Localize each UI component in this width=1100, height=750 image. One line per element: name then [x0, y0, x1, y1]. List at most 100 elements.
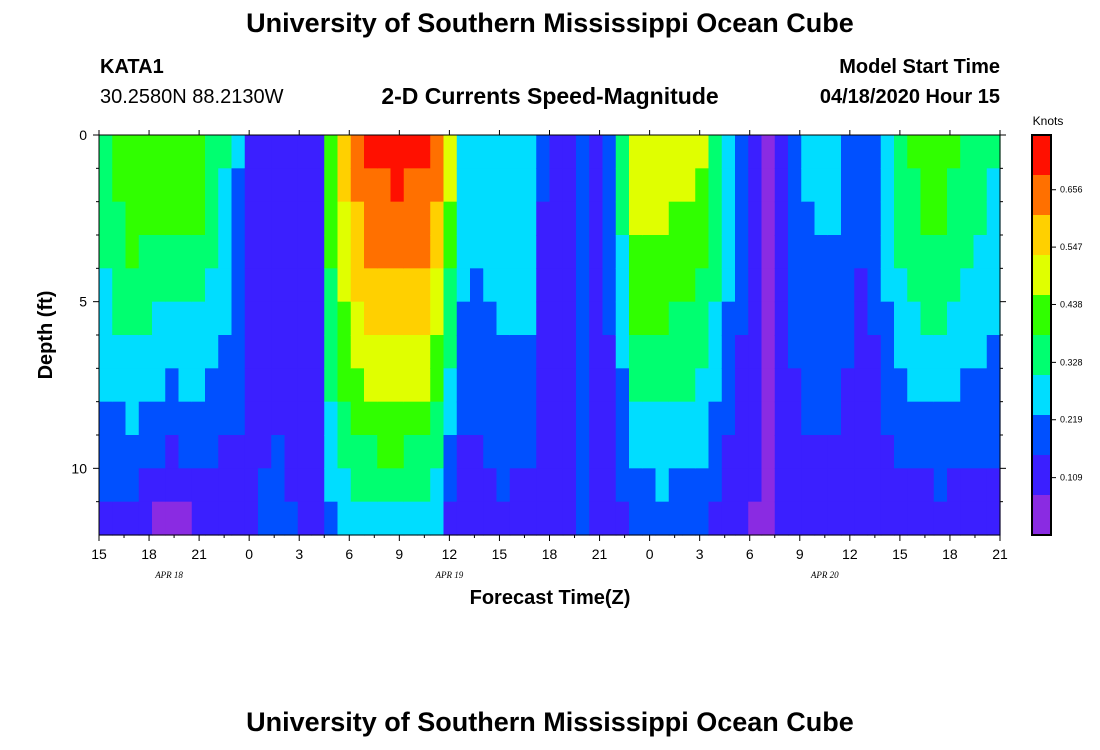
heatmap-cell: [284, 168, 299, 203]
heatmap-cell: [324, 501, 339, 536]
x-tick-label: 15: [892, 546, 908, 562]
heatmap-cell: [403, 401, 418, 436]
heatmap-cell: [483, 335, 498, 369]
heatmap-cell: [337, 501, 352, 536]
heatmap-cell: [165, 435, 180, 469]
heatmap-cell: [576, 335, 590, 369]
heatmap-cell: [430, 435, 445, 469]
date-label: APR 20: [810, 570, 839, 580]
heatmap-cell: [973, 368, 988, 403]
heatmap-cell: [602, 168, 617, 203]
heatmap-cell: [496, 135, 511, 169]
heatmap-cell: [99, 235, 113, 269]
heatmap-cell: [629, 201, 643, 236]
heatmap-cell: [417, 201, 431, 236]
heatmap-cell: [973, 335, 988, 369]
heatmap-cell: [615, 168, 630, 203]
heatmap-cell: [854, 435, 869, 469]
heatmap-cell: [589, 268, 604, 303]
heatmap-cell: [973, 435, 988, 469]
heatmap-cell: [99, 335, 113, 369]
heatmap-cell: [589, 135, 604, 169]
heatmap-cell: [841, 135, 855, 169]
heatmap-cell: [337, 201, 352, 236]
heatmap-cell: [112, 201, 127, 236]
y-axis: 0 5 10: [71, 127, 1006, 503]
heatmap-cell: [258, 501, 272, 536]
heatmap-cell: [191, 168, 206, 203]
heatmap-cell: [788, 335, 802, 369]
heatmap-cell: [880, 301, 895, 336]
heatmap-cell: [854, 401, 869, 436]
heatmap-cell: [629, 468, 643, 503]
heatmap-cell: [814, 168, 829, 203]
heatmap-cell: [880, 435, 895, 469]
heatmap-cell: [125, 435, 140, 469]
heatmap-cell: [165, 168, 180, 203]
heatmap-cell: [231, 501, 246, 536]
heatmap-cell: [907, 435, 922, 469]
heatmap-cell: [894, 468, 908, 503]
heatmap-cell: [112, 135, 127, 169]
heatmap-cell: [509, 135, 524, 169]
heatmap-cell: [867, 235, 882, 269]
heatmap-cell: [602, 501, 617, 536]
x-tick-label: 12: [442, 546, 458, 562]
heatmap-cell: [536, 301, 551, 336]
heatmap-cell: [417, 468, 431, 503]
heatmap-cell: [205, 435, 219, 469]
heatmap-cell: [244, 268, 259, 303]
x-tick-label: 18: [542, 546, 558, 562]
heatmap-cell: [311, 401, 325, 436]
heatmap-cell: [761, 435, 776, 469]
heatmap-cell: [629, 435, 643, 469]
heatmap-cell: [708, 368, 723, 403]
heatmap-cell: [827, 501, 842, 536]
heatmap-cell: [496, 168, 511, 203]
heatmap-cell: [827, 335, 842, 369]
heatmap-cell: [364, 268, 378, 303]
heatmap-cell: [960, 301, 975, 336]
heatmap-cell: [297, 168, 312, 203]
heatmap-cell: [774, 301, 789, 336]
heatmap-cells: [99, 135, 1001, 536]
heatmap-cell: [244, 468, 259, 503]
heatmap-cell: [841, 268, 855, 303]
heatmap-cell: [774, 135, 789, 169]
heatmap-cell: [152, 168, 166, 203]
heatmap-cell: [907, 501, 922, 536]
heatmap-cell: [523, 201, 537, 236]
heatmap-cell: [311, 468, 325, 503]
heatmap-cell: [99, 301, 113, 336]
heatmap-cell: [761, 301, 776, 336]
heatmap-cell: [695, 201, 710, 236]
heatmap-cell: [417, 335, 431, 369]
heatmap-cell: [642, 168, 657, 203]
heatmap-cell: [165, 201, 180, 236]
heatmap-cell: [125, 335, 140, 369]
heatmap-cell: [218, 501, 233, 536]
heatmap-cell: [695, 335, 710, 369]
heatmap-cell: [735, 501, 749, 536]
date-labels: APR 18 APR 19 APR 20: [154, 570, 839, 580]
colorbar-tick-label: 0.328: [1060, 357, 1083, 367]
heatmap-cell: [894, 301, 908, 336]
heatmap-cell: [165, 468, 180, 503]
heatmap-cell: [509, 401, 524, 436]
heatmap-cell: [297, 268, 312, 303]
heatmap-cell: [430, 268, 445, 303]
heatmap-cell: [350, 301, 365, 336]
heatmap-cell: [271, 401, 286, 436]
heatmap-cell: [655, 201, 670, 236]
heatmap-cell: [178, 168, 193, 203]
heatmap-cell: [854, 335, 869, 369]
heatmap-cell: [430, 201, 445, 236]
heatmap-cell: [907, 468, 922, 503]
heatmap-cell: [827, 301, 842, 336]
heatmap-cell: [377, 401, 392, 436]
heatmap-cell: [178, 401, 193, 436]
heatmap-cell: [443, 235, 458, 269]
heatmap-cell: [377, 335, 392, 369]
heatmap-cell: [205, 201, 219, 236]
heatmap-cell: [403, 235, 418, 269]
